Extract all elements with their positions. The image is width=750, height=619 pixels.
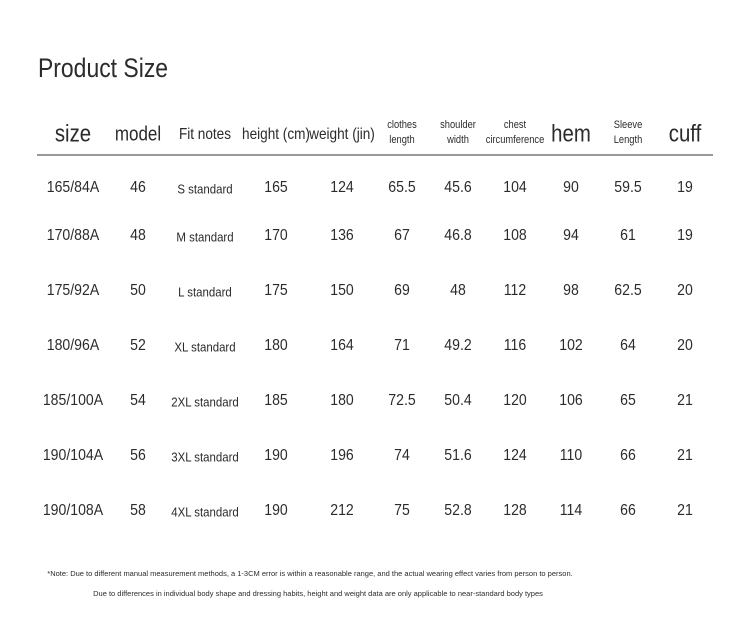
- table-cell: 20: [677, 336, 693, 354]
- table-cell: 185/100A: [43, 391, 104, 409]
- table-cell: 190: [264, 501, 287, 519]
- table-cell: 54: [130, 391, 146, 409]
- table-cell: 175/92A: [47, 281, 100, 299]
- header-cell: model: [115, 122, 161, 145]
- table-cell: 150: [330, 281, 353, 299]
- table-cell: 190/104A: [43, 446, 104, 464]
- table-cell: 46: [130, 178, 146, 196]
- table-cell: 52.8: [444, 501, 471, 519]
- table-cell: 98: [563, 281, 579, 299]
- header-cell: length: [389, 134, 414, 146]
- table-cell: 19: [677, 178, 693, 196]
- table-cell: 94: [563, 226, 579, 244]
- table-cell: 21: [677, 391, 693, 409]
- table-cell: 190/108A: [43, 501, 104, 519]
- table-cell: 74: [394, 446, 410, 464]
- table-cell: 72.5: [388, 391, 415, 409]
- table-cell: 124: [330, 178, 353, 196]
- header-cell: clothes: [387, 119, 417, 131]
- table-cell: 66: [620, 501, 636, 519]
- table-cell: 66: [620, 446, 636, 464]
- table-cell: 170: [264, 226, 287, 244]
- note: Due to differences in individual body sh…: [93, 589, 543, 598]
- table-cell: 58: [130, 501, 146, 519]
- header-cell: chest: [504, 119, 526, 131]
- table-cell: 164: [330, 336, 353, 354]
- table-cell: 128: [503, 501, 526, 519]
- table-cell: 69: [394, 281, 410, 299]
- table-cell: 62.5: [614, 281, 641, 299]
- table-cell: 56: [130, 446, 146, 464]
- table-cell: 108: [503, 226, 526, 244]
- table-cell: 175: [264, 281, 287, 299]
- table-cell: 136: [330, 226, 353, 244]
- table-cell: 48: [130, 226, 146, 244]
- table-cell: 64: [620, 336, 636, 354]
- table-cell: 67: [394, 226, 410, 244]
- table-cell: 45.6: [444, 178, 471, 196]
- table-cell: 48: [450, 281, 466, 299]
- table-cell: 50: [130, 281, 146, 299]
- table-cell: 21: [677, 446, 693, 464]
- table-cell: 21: [677, 501, 693, 519]
- header-cell: Sleeve: [614, 119, 643, 131]
- table-cell: 59.5: [614, 178, 641, 196]
- header-cell: shoulder: [440, 119, 476, 131]
- header-cell: weight (jin): [308, 126, 375, 143]
- table-cell: M standard: [176, 230, 233, 245]
- table-cell: 20: [677, 281, 693, 299]
- table-cell: 51.6: [444, 446, 471, 464]
- table-cell: 2XL standard: [171, 395, 239, 410]
- table-cell: 180/96A: [47, 336, 100, 354]
- table-cell: 124: [503, 446, 526, 464]
- header-cell: height (cm): [242, 126, 310, 143]
- table-cell: 110: [560, 446, 582, 464]
- table-cell: 104: [503, 178, 526, 196]
- table-cell: 185: [264, 391, 287, 409]
- table-cell: 19: [677, 226, 693, 244]
- table-cell: 170/88A: [47, 226, 100, 244]
- table-cell: 120: [503, 391, 526, 409]
- table-cell: 46.8: [444, 226, 471, 244]
- table-cell: XL standard: [174, 340, 235, 355]
- table-cell: 65: [620, 391, 636, 409]
- header-cell: Fit notes: [179, 126, 231, 143]
- table-cell: 180: [330, 391, 353, 409]
- table-cell: 165/84A: [47, 178, 100, 196]
- title: Product Size: [38, 53, 168, 83]
- header-cell: circumference: [486, 134, 545, 146]
- table-cell: 61: [620, 226, 636, 244]
- header-cell: Length: [614, 134, 643, 146]
- table-cell: 90: [563, 178, 579, 196]
- table-cell: 114: [560, 501, 582, 519]
- table-cell: 71: [394, 336, 410, 354]
- table-cell: 3XL standard: [171, 450, 239, 465]
- header-cell: hem: [551, 120, 591, 147]
- table-cell: 112: [504, 281, 526, 299]
- note: *Note: Due to different manual measureme…: [47, 569, 572, 578]
- table-cell: 196: [330, 446, 353, 464]
- table-cell: 190: [264, 446, 287, 464]
- table-cell: 106: [559, 391, 582, 409]
- table-cell: 165: [264, 178, 287, 196]
- table-cell: 102: [559, 336, 582, 354]
- table-cell: 212: [330, 501, 353, 519]
- table-cell: 116: [504, 336, 526, 354]
- table-cell: L standard: [178, 285, 232, 300]
- header-cell: size: [55, 120, 91, 147]
- header-cell: width: [446, 134, 469, 146]
- table-cell: 49.2: [444, 336, 471, 354]
- header-cell: cuff: [669, 120, 702, 147]
- table-cell: 52: [130, 336, 146, 354]
- table-cell: 4XL standard: [171, 505, 239, 520]
- table-cell: 180: [264, 336, 287, 354]
- table-cell: 50.4: [444, 391, 471, 409]
- table-cell: S standard: [177, 182, 232, 197]
- table-cell: 75: [394, 501, 410, 519]
- table-cell: 65.5: [388, 178, 415, 196]
